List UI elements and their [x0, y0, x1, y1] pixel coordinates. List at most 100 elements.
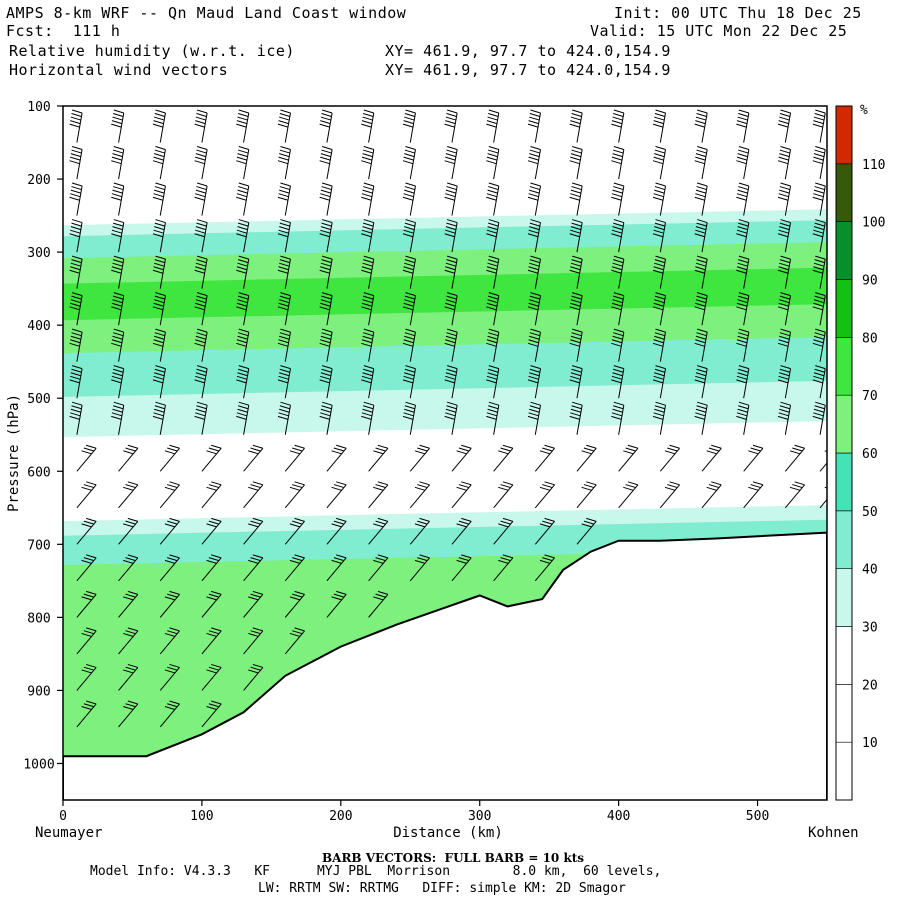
wind-barb	[812, 401, 826, 435]
wind-barb	[368, 481, 389, 509]
colorbar-swatch	[835, 568, 853, 627]
wind-barb	[402, 219, 416, 253]
x-axis: 0 100 200 300 400 500	[59, 800, 769, 824]
wind-barb	[159, 517, 180, 545]
wind-barb	[201, 481, 222, 509]
wind-barb	[569, 255, 583, 289]
wind-barb	[243, 627, 264, 655]
wind-barb	[76, 627, 97, 655]
wind-barb	[777, 328, 792, 362]
wind-barb	[368, 590, 389, 618]
wind-barb	[652, 365, 667, 399]
wind-barb	[368, 444, 389, 472]
wind-barb	[527, 146, 541, 180]
wind-barb	[611, 401, 625, 435]
wind-barb	[243, 590, 264, 618]
x-start-station: Neumayer	[35, 825, 102, 841]
wind-barb	[812, 146, 826, 180]
wind-barb	[451, 554, 472, 582]
wind-barb	[277, 401, 291, 435]
wind-barb	[277, 146, 291, 180]
wind-barb	[444, 365, 458, 399]
wind-barb	[236, 292, 250, 326]
wind-barb	[618, 444, 639, 472]
wind-barb	[534, 517, 555, 545]
y-tick-label: 1000	[23, 757, 54, 772]
wind-barb	[201, 700, 222, 728]
wind-barb	[777, 365, 792, 399]
wind-barb	[652, 109, 667, 143]
wind-barb	[534, 481, 555, 509]
wind-barb	[451, 444, 472, 472]
wind-barb	[569, 219, 583, 253]
wind-barb	[694, 255, 708, 289]
wind-barb	[118, 590, 139, 618]
colorbar-tick-label: 60	[862, 447, 878, 462]
wind-barb	[444, 146, 458, 180]
wind-barb	[69, 255, 83, 289]
wind-barb	[111, 292, 125, 326]
wind-barb	[152, 146, 166, 180]
wind-barb	[201, 627, 222, 655]
colorbar-swatch	[835, 452, 853, 512]
wind-barb	[736, 146, 750, 180]
colorbar-swatch	[835, 221, 853, 280]
wind-barb	[319, 146, 333, 180]
wind-barb	[69, 328, 83, 362]
wind-barb	[736, 182, 750, 216]
wind-barb	[201, 554, 222, 582]
wind-barb	[444, 401, 458, 435]
wind-barb	[402, 292, 416, 326]
wind-barb	[652, 182, 667, 216]
wind-barb	[284, 590, 305, 618]
wind-barb	[812, 219, 826, 253]
wind-barb	[812, 109, 826, 143]
wind-barb	[118, 554, 139, 582]
wind-barb	[736, 219, 750, 253]
wind-barb	[152, 109, 166, 143]
wind-barb	[159, 444, 180, 472]
colorbar-tick-label: 100	[862, 216, 885, 231]
wind-barb	[118, 517, 139, 545]
wind-barb	[736, 292, 750, 326]
wind-barb	[152, 401, 166, 435]
x-tick-label: 0	[59, 809, 67, 824]
wind-barb	[409, 444, 430, 472]
wind-barb	[402, 109, 416, 143]
wind-barb	[194, 182, 208, 216]
wind-barb	[326, 481, 347, 509]
wind-barb	[319, 109, 333, 143]
wind-barb	[76, 554, 97, 582]
wind-barb	[236, 219, 250, 253]
wind-barb	[361, 109, 375, 143]
wind-barb	[159, 627, 180, 655]
wind-barb	[569, 365, 583, 399]
wind-barb	[652, 292, 667, 326]
wind-barb	[159, 700, 180, 728]
wind-barb	[69, 365, 83, 399]
y-tick-label: 500	[27, 392, 50, 407]
wind-barb	[527, 401, 541, 435]
wind-barb	[611, 109, 625, 143]
colorbar-tick-label: 50	[862, 505, 878, 520]
wind-barb	[111, 219, 125, 253]
colorbar-swatch	[835, 626, 853, 685]
wind-barb	[444, 292, 458, 326]
wind-barb	[152, 365, 166, 399]
y-axis: 100 200 300 400 500 600 700 800 900 1000	[23, 100, 63, 772]
wind-barb	[527, 109, 541, 143]
wind-barb	[361, 182, 375, 216]
wind-barb	[236, 146, 250, 180]
wind-barb	[326, 517, 347, 545]
wind-barb	[361, 365, 375, 399]
wind-barb	[694, 328, 708, 362]
wind-barb	[652, 146, 667, 180]
wind-barb	[159, 663, 180, 691]
x-end-station: Kohnen	[808, 825, 859, 841]
wind-barb	[694, 182, 708, 216]
wind-barb	[409, 517, 430, 545]
wind-barb	[152, 255, 166, 289]
wind-barb	[694, 365, 708, 399]
wind-barb	[201, 663, 222, 691]
wind-barb	[194, 109, 208, 143]
